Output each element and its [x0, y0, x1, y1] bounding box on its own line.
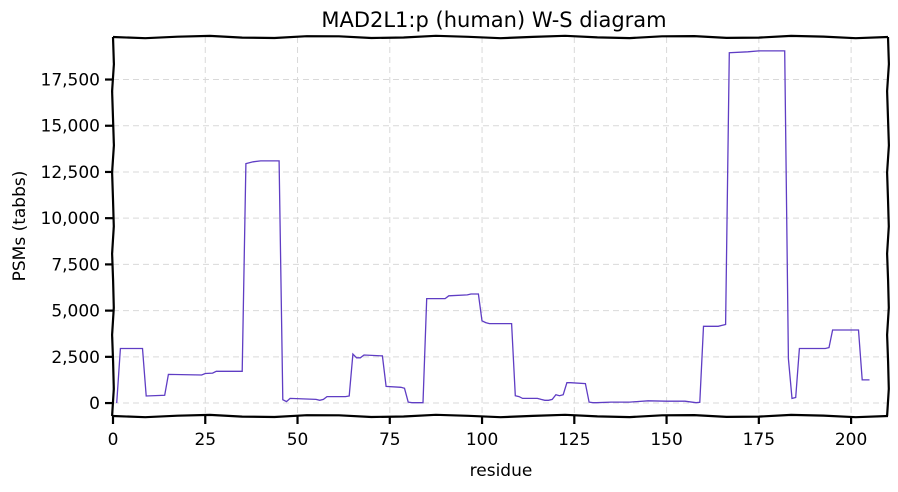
x-tick-label: 150 [650, 430, 682, 450]
y-tick-label: 10,000 [41, 209, 100, 229]
series-layer [116, 50, 870, 404]
y-tick-label: 17,500 [41, 71, 100, 91]
frame-top [112, 34, 889, 40]
grid [112, 37, 888, 416]
x-tick-label: 75 [379, 430, 401, 450]
frame-right [885, 36, 891, 417]
y-tick-label: 7,500 [51, 255, 100, 275]
x-tick-label: 125 [558, 430, 590, 450]
frame-left [110, 36, 116, 417]
y-tick-label: 12,500 [41, 163, 100, 183]
y-axis: 0 2,500 5,000 7,500 10,000 12,500 15,000 17,500 [41, 71, 113, 414]
chart-title: MAD2L1:p (human) W-S diagram [321, 8, 666, 32]
y-tick-label: 5,000 [51, 302, 100, 322]
y-tick-label: 0 [89, 394, 100, 414]
x-axis-label: residue [470, 461, 533, 481]
series-line [116, 50, 870, 404]
y-axis-label: PSMs (tabbs) [10, 171, 30, 282]
x-tick-label: 50 [287, 430, 309, 450]
y-tick-label: 2,500 [51, 348, 100, 368]
x-tick-label: 25 [194, 430, 216, 450]
x-tick-label: 0 [108, 430, 119, 450]
x-tick-label: 200 [835, 430, 867, 450]
x-tick-label: 100 [466, 430, 498, 450]
x-tick-label: 175 [743, 430, 775, 450]
y-tick-label: 15,000 [41, 117, 100, 137]
x-axis: 0 25 50 75 100 125 150 175 200 [108, 416, 867, 450]
